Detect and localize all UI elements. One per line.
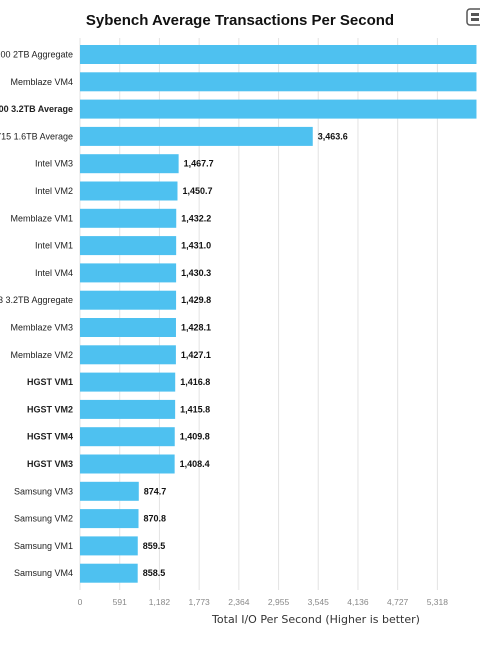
x-tick-label: 5,318 <box>427 597 449 607</box>
bar <box>80 481 139 501</box>
bar <box>80 45 477 64</box>
bar <box>80 99 477 119</box>
category-label: Memblaze VM3 <box>10 323 73 333</box>
x-axis-ticks: 0 591 1,182 1,773 2,364 2,955 3,545 4,136 4,727 5… <box>78 597 449 607</box>
category-label: Memblaze VM2 <box>10 350 73 360</box>
bar <box>80 536 138 556</box>
category-label: HGST VM4 <box>27 432 73 442</box>
bar <box>80 318 176 337</box>
value-label: 859.5 <box>143 541 166 551</box>
bar <box>80 154 179 174</box>
bars <box>80 45 477 583</box>
category-label: Memblaze VM1 <box>10 213 73 223</box>
bar <box>80 72 477 92</box>
value-label: 1,428.1 <box>181 323 211 333</box>
x-tick-label: 4,136 <box>347 597 369 607</box>
x-tick-label: 4,727 <box>387 597 409 607</box>
value-label: 858.5 <box>143 568 166 578</box>
bar <box>80 345 176 365</box>
category-label: Memblaze VM4 <box>10 77 73 87</box>
category-label: 00 2TB Aggregate <box>0 50 73 60</box>
category-label: HGST VM1 <box>27 377 73 387</box>
x-tick-label: 1,182 <box>149 597 171 607</box>
bar <box>80 372 176 392</box>
bar <box>80 236 177 256</box>
bar <box>80 263 177 283</box>
x-tick-label: 2,364 <box>228 597 250 607</box>
category-label: Samsung VM4 <box>14 568 73 578</box>
x-tick-label: 0 <box>78 597 83 607</box>
logo-icon <box>466 8 480 26</box>
x-tick-label: 2,955 <box>268 597 290 607</box>
value-label: 1,416.8 <box>180 377 210 387</box>
value-label: 1,430.3 <box>181 268 211 278</box>
value-label: 1,409.8 <box>180 432 210 442</box>
bar <box>80 509 139 529</box>
value-labels: 3,463.6 1,467.7 1,450.7 1,432.2 1,431.0 1,430… <box>143 131 348 578</box>
bar <box>80 208 177 228</box>
value-label: 1,432.2 <box>181 213 211 223</box>
category-labels: 00 2TB Aggregate Memblaze VM4 00 3.2TB Ave… <box>0 50 73 579</box>
category-label: HGST VM3 <box>27 459 73 469</box>
category-label: 715 1.6TB Average <box>0 131 73 141</box>
x-tick-label: 3,545 <box>308 597 330 607</box>
category-label: Intel VM3 <box>35 159 73 169</box>
bar <box>80 427 175 447</box>
category-label: 00 3.2TB Average <box>0 104 73 114</box>
value-label: 1,415.8 <box>180 404 210 414</box>
value-label: 1,467.7 <box>184 159 214 169</box>
value-label: 3,463.6 <box>318 131 348 141</box>
bar <box>80 563 138 583</box>
category-label: Intel VM1 <box>35 241 73 251</box>
chart-title: Sybench Average Transactions Per Second <box>85 12 395 29</box>
category-label: Intel VM2 <box>35 186 73 196</box>
bar <box>80 290 177 310</box>
category-label: Samsung VM1 <box>14 541 73 551</box>
category-label: Samsung VM2 <box>14 514 73 524</box>
value-label: 870.8 <box>144 514 167 524</box>
bar <box>80 126 313 146</box>
bar <box>80 454 175 474</box>
value-label: 1,431.0 <box>181 241 211 251</box>
x-tick-label: 1,773 <box>189 597 211 607</box>
category-label: 3 3.2TB Aggregate <box>0 295 73 305</box>
grid-lines <box>79 38 438 590</box>
bar <box>80 399 176 419</box>
value-label: 1,408.4 <box>180 459 210 469</box>
category-label: Intel VM4 <box>35 268 73 278</box>
value-label: 1,429.8 <box>181 295 211 305</box>
x-tick-label: 591 <box>113 597 127 607</box>
value-label: 1,450.7 <box>182 186 212 196</box>
category-label: Samsung VM3 <box>14 486 73 496</box>
value-label: 874.7 <box>144 486 167 496</box>
category-label: HGST VM2 <box>27 404 73 414</box>
bar <box>80 181 178 201</box>
value-label: 1,427.1 <box>181 350 211 360</box>
x-axis-title: Total I/O Per Second (Higher is better) <box>211 613 420 626</box>
